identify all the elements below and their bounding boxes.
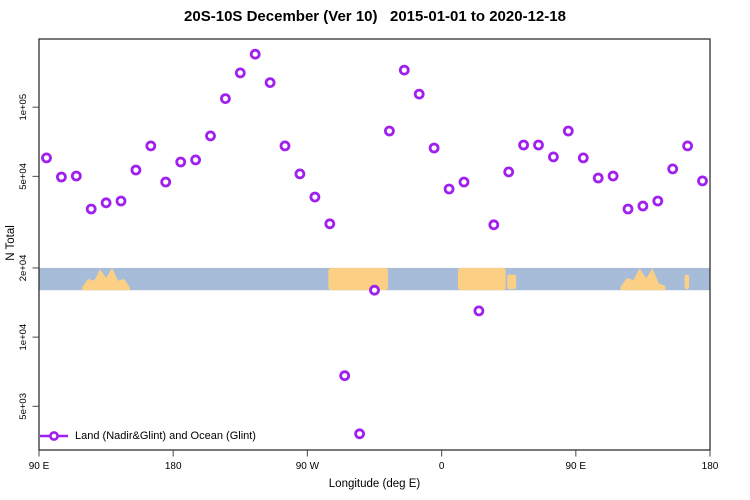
data-point xyxy=(398,64,410,76)
data-point xyxy=(383,125,395,137)
data-point xyxy=(294,168,306,180)
data-point xyxy=(637,200,649,212)
data-point xyxy=(264,77,276,88)
data-point xyxy=(413,88,425,100)
x-axis-title: Longitude (deg E) xyxy=(328,478,421,490)
map-band-land-south-america xyxy=(328,267,388,291)
x-tick-label: 180 xyxy=(165,461,182,472)
legend-circle-icon xyxy=(49,431,59,441)
legend-label: Land (Nadir&Glint) and Ocean (Glint) xyxy=(75,430,256,442)
data-point xyxy=(548,151,559,163)
data-point xyxy=(577,152,589,164)
map-band-land-australia-2 xyxy=(620,268,666,291)
legend-marker-icon xyxy=(40,431,68,441)
data-point xyxy=(428,142,440,154)
y-tick-label: 1e+05 xyxy=(18,94,29,121)
data-point xyxy=(205,130,216,142)
chart-title: 20S-10S December (Ver 10) 2015-01-01 to … xyxy=(184,8,566,25)
data-point xyxy=(85,203,97,215)
map-band-land-fiji xyxy=(684,274,690,290)
data-point xyxy=(130,164,142,176)
data-point xyxy=(219,93,231,104)
data-point xyxy=(70,170,82,182)
data-point xyxy=(309,191,321,203)
data-point xyxy=(324,218,336,230)
data-point xyxy=(607,170,619,182)
x-tick-label: 90 E xyxy=(29,461,50,472)
data-point xyxy=(56,171,67,183)
map-band-land-africa xyxy=(458,267,506,291)
data-point xyxy=(160,176,172,188)
data-point xyxy=(697,175,708,187)
y-tick-label: 5e+03 xyxy=(18,393,29,420)
y-tick-label: 1e+04 xyxy=(18,324,29,351)
data-point xyxy=(354,428,366,440)
data-point xyxy=(249,48,261,60)
data-point xyxy=(190,154,202,166)
map-band-land-madagascar xyxy=(507,274,517,290)
data-point xyxy=(41,152,52,164)
data-point xyxy=(488,219,500,231)
data-point xyxy=(145,140,157,152)
data-point xyxy=(339,370,351,382)
x-tick-label: 90 W xyxy=(296,461,320,472)
x-tick-label: 0 xyxy=(439,461,445,472)
y-tick-label: 2e+04 xyxy=(18,255,29,282)
data-point xyxy=(562,125,574,137)
data-point xyxy=(234,67,246,79)
data-point xyxy=(369,284,380,296)
x-tick-label: 180 xyxy=(702,461,719,472)
y-axis-title: N Total xyxy=(5,225,17,261)
data-point xyxy=(533,139,544,151)
data-point xyxy=(518,139,529,151)
data-point xyxy=(682,140,693,152)
data-point xyxy=(458,176,470,188)
data-point xyxy=(667,163,679,175)
x-tick-label: 90 E xyxy=(566,461,587,472)
data-point xyxy=(622,203,634,215)
y-tick-label: 5e+04 xyxy=(18,163,29,190)
data-point xyxy=(175,156,187,168)
data-point xyxy=(115,195,127,207)
data-point xyxy=(503,166,515,178)
plot-box xyxy=(38,38,711,451)
data-point xyxy=(652,195,664,207)
data-point xyxy=(592,172,604,184)
data-point xyxy=(443,183,455,195)
map-band-land-australia xyxy=(82,267,130,291)
data-point xyxy=(473,305,485,317)
data-point xyxy=(100,197,112,209)
data-point xyxy=(279,140,291,152)
